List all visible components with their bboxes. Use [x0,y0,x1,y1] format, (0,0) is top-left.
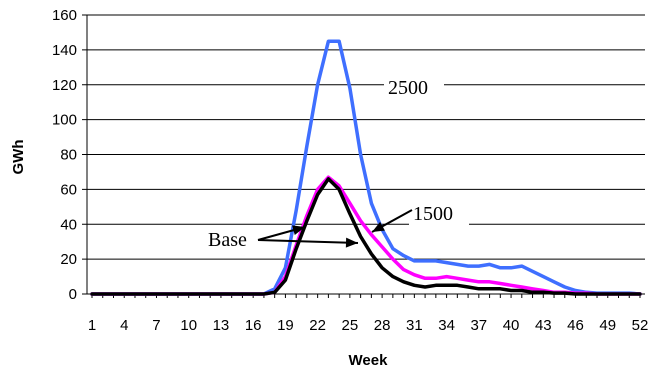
x-tick-label: 40 [503,317,520,334]
axes [82,14,645,298]
annotation-1500: 1500 [413,203,453,225]
x-tick-label: 34 [438,317,455,334]
gridlines [87,14,645,260]
x-tick-label: 31 [406,317,423,334]
x-tick-label: 10 [180,317,197,334]
series-line-base [90,177,642,296]
x-tick-label: 22 [309,317,326,334]
y-tick-label: 20 [60,251,77,268]
x-tick-label: 19 [277,317,294,334]
y-tick-label: 40 [60,216,77,233]
y-tick-label: 120 [52,77,77,94]
x-tick-label: 37 [470,317,487,334]
series-lines [90,39,642,296]
arrow-base-lower-head [345,237,358,248]
y-tick-label: 60 [60,181,77,198]
y-tick-label: 80 [60,147,77,164]
x-tick-label: 25 [342,317,359,334]
annotations: 2500 1500 Base [204,74,469,252]
series-line-1500 [90,175,642,296]
y-tick-label: 140 [52,42,77,59]
series-line-2500 [90,39,642,296]
x-tick-label: 4 [120,317,128,334]
x-tick-label: 28 [374,317,391,334]
annotation-base-bg [204,226,256,252]
y-tick-labels: 0 20 40 60 80 100 120 140 160 [52,7,77,303]
x-tick-label: 49 [599,317,616,334]
annotation-base: Base [208,229,247,251]
x-axis-title: Week [349,352,389,369]
y-axis-title: GWh [10,140,27,175]
annotation-2500: 2500 [388,77,428,99]
y-tick-label: 160 [52,7,77,24]
annotation-1500-bg [409,200,469,226]
x-tick-label: 46 [567,317,584,334]
y-tick-label: 0 [69,286,77,303]
x-tick-label: 43 [535,317,552,334]
arrow-base-upper-head [292,225,305,236]
x-tick-label: 13 [213,317,230,334]
annotation-2500-bg [384,74,444,100]
x-tick-label: 7 [152,317,160,334]
arrow-base-lower-shaft [257,239,359,244]
x-tick-label: 1 [88,317,96,334]
arrow-1500-head [372,221,385,232]
x-tick-label: 16 [245,317,262,334]
x-tick-labels: 1 4 7 10 13 16 19 22 25 28 31 34 37 40 43 46 49 52 [88,317,649,334]
y-tick-label: 100 [52,112,77,129]
x-tick-label: 52 [632,317,649,334]
